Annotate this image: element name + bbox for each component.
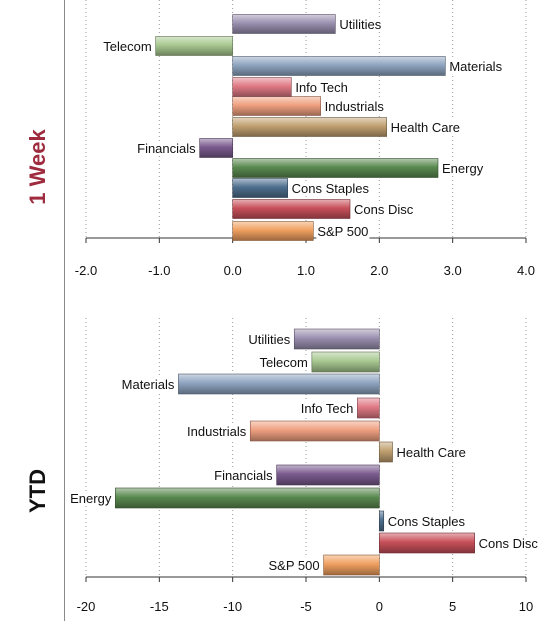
category-label-industrials: Industrials: [187, 424, 247, 439]
category-label-sandp-500: S&P 500: [269, 558, 320, 573]
category-label-cons-staples: Cons Staples: [292, 181, 370, 196]
category-label-health-care: Health Care: [391, 120, 460, 135]
category-label-background: [120, 377, 176, 392]
category-label-materials: Materials: [449, 59, 502, 74]
week-chart: -2.0 -1.0 0.0 1.0 2.0 3.0 4.0 S&P 500 Cons Disc C…: [75, 0, 535, 278]
bar-financials: [276, 464, 380, 486]
bar-energy: [232, 158, 439, 178]
category-label-background: [323, 99, 386, 114]
category-label-background: [395, 445, 467, 460]
tick-label: 4.0: [517, 263, 535, 278]
category-label-background: [389, 120, 462, 135]
bar-utilities: [232, 14, 336, 34]
category-label-cons-disc: Cons Disc: [354, 202, 414, 217]
category-label-utilities: Utilities: [339, 17, 381, 32]
bar-materials: [232, 56, 446, 76]
category-label-background: [338, 17, 383, 32]
category-label-telecom: Telecom: [259, 355, 307, 370]
category-label-energy: Energy: [70, 491, 112, 506]
category-label-background: [290, 181, 371, 196]
category-label-background: [294, 80, 349, 95]
category-label-background: [247, 332, 292, 347]
tick-label: -1.0: [148, 263, 170, 278]
category-label-info-tech: Info Tech: [301, 401, 354, 416]
category-label-materials: Materials: [122, 377, 175, 392]
category-label-background: [299, 401, 355, 416]
tick-label: 0.0: [224, 263, 242, 278]
bar-industrials: [232, 96, 321, 116]
tick-label: -2.0: [75, 263, 97, 278]
bar-energy: [115, 487, 380, 509]
category-label-industrials: Industrials: [325, 99, 385, 114]
category-label-background: [213, 468, 275, 483]
category-label-background: [477, 536, 540, 551]
bar-info-tech: [232, 77, 292, 97]
bar-cons-staples: [379, 510, 385, 532]
tick-label: 1.0: [297, 263, 315, 278]
left-frame-line: [64, 0, 65, 621]
tick-label: -5: [300, 599, 312, 614]
category-label-background: [136, 141, 198, 156]
category-label-utilities: Utilities: [248, 332, 290, 347]
category-label-cons-disc: Cons Disc: [479, 536, 539, 551]
tick-label: -10: [223, 599, 242, 614]
bar-utilities: [293, 328, 380, 350]
bar-financials: [199, 138, 233, 158]
category-label-background: [102, 39, 153, 54]
category-label-background: [267, 558, 321, 573]
category-label-info-tech: Info Tech: [295, 80, 348, 95]
bar-sandp-500: [323, 554, 380, 576]
tick-label: 0: [376, 599, 383, 614]
tick-label: 3.0: [444, 263, 462, 278]
bar-health-care: [232, 117, 387, 137]
category-label-telecom: Telecom: [103, 39, 151, 54]
category-label-background: [448, 59, 504, 74]
tick-label: 5: [449, 599, 456, 614]
category-label-background: [69, 491, 113, 506]
category-label-background: [441, 161, 485, 176]
bar-info-tech: [357, 397, 380, 419]
category-label-health-care: Health Care: [397, 445, 466, 460]
category-label-background: [186, 424, 248, 439]
bar-health-care: [379, 441, 393, 463]
category-label-background: [316, 224, 370, 239]
ytd-chart: -20 -15 -10 -5 0 5 10 S&P 500 Cons Disc Cons Stap…: [69, 318, 540, 614]
category-label-energy: Energy: [442, 161, 484, 176]
tick-label: -15: [150, 599, 169, 614]
bar-sandp-500: [232, 221, 314, 241]
bar-cons-disc: [379, 532, 475, 554]
bar-cons-staples: [232, 178, 288, 198]
category-label-financials: Financials: [137, 141, 196, 156]
tick-label: 10: [519, 599, 533, 614]
tick-label: 2.0: [370, 263, 388, 278]
category-label-cons-staples: Cons Staples: [388, 514, 466, 529]
bar-industrials: [249, 420, 380, 442]
category-label-sandp-500: S&P 500: [317, 224, 368, 239]
bar-materials: [178, 373, 380, 395]
category-label-background: [353, 202, 415, 217]
bar-telecom: [311, 351, 380, 373]
bar-cons-disc: [232, 199, 351, 219]
category-label-background: [386, 514, 467, 529]
tick-label: -20: [77, 599, 96, 614]
bar-telecom: [155, 36, 233, 56]
category-label-financials: Financials: [214, 468, 273, 483]
category-label-background: [258, 355, 309, 370]
